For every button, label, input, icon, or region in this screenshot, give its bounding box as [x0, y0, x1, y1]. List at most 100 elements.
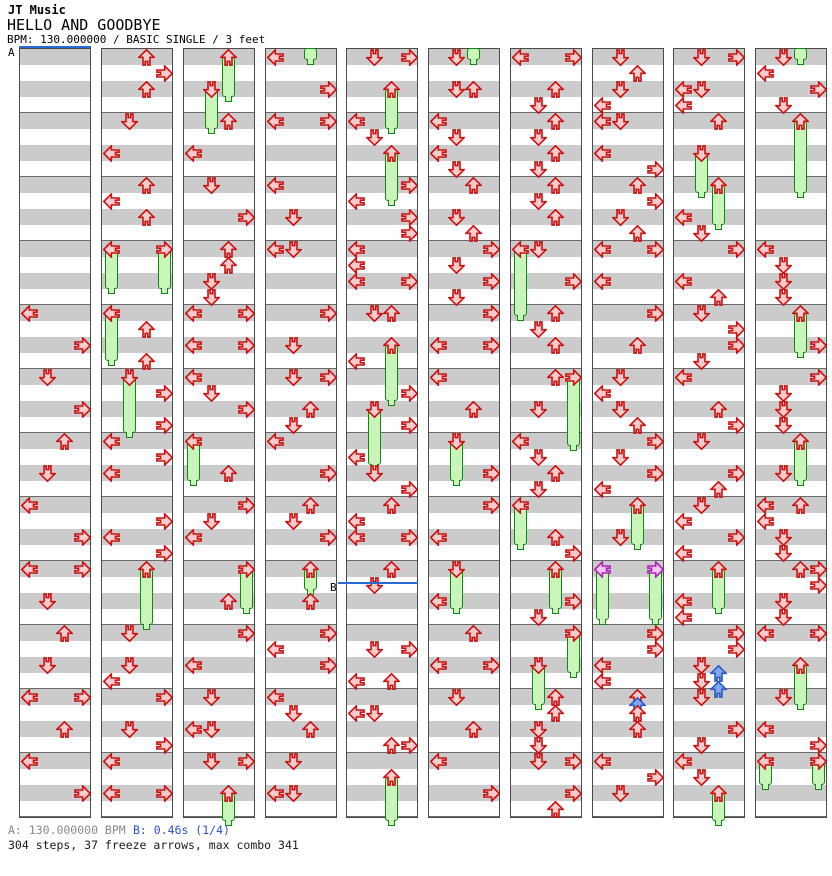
arrow-right-icon	[727, 720, 745, 738]
arrow-down-icon	[120, 112, 138, 130]
arrow-left-icon	[267, 432, 284, 450]
arrow-left-icon	[348, 192, 365, 210]
arrow-up-icon	[547, 80, 564, 98]
arrow-right-icon	[319, 656, 337, 674]
arrow-left-icon	[185, 432, 202, 450]
arrow-right-icon	[809, 560, 827, 578]
arrow-down-icon	[692, 656, 710, 674]
arrow-down-icon	[202, 688, 220, 706]
arrow-left-icon	[757, 720, 774, 738]
freeze-tail-icon	[225, 96, 232, 102]
measure-column-8	[592, 48, 664, 818]
arrow-right-icon	[564, 592, 582, 610]
freeze-tail-icon	[569, 444, 577, 451]
arrow-right-icon	[727, 624, 745, 642]
arrow-down-icon	[774, 416, 792, 434]
freeze-tail-icon	[534, 704, 542, 710]
arrow-down-icon	[284, 752, 302, 770]
marker-a-line	[19, 45, 91, 48]
arrow-down-icon	[774, 272, 792, 290]
arrow-left-icon	[512, 240, 529, 258]
arrow-down-icon	[611, 80, 629, 98]
notes-layer	[102, 48, 173, 817]
arrow-down-icon	[202, 384, 220, 402]
arrow-right-icon	[564, 368, 582, 386]
measure-box	[756, 177, 826, 241]
arrow-right-icon	[482, 464, 500, 482]
arrow-right-icon	[727, 640, 745, 658]
freeze-tail-icon	[388, 128, 395, 134]
arrow-left-icon	[430, 144, 447, 162]
arrow-up-icon	[710, 784, 727, 802]
arrow-right-icon	[319, 80, 337, 98]
arrow-down-icon	[120, 624, 138, 642]
freeze-arrow-left-icon	[594, 560, 611, 578]
arrow-down-icon	[365, 128, 383, 146]
arrow-left-icon	[757, 64, 774, 82]
arrow-left-icon	[185, 720, 202, 738]
arrow-right-icon	[482, 784, 500, 802]
arrow-left-icon	[594, 272, 611, 290]
freeze-tail-icon	[814, 784, 822, 790]
freeze-tail-icon	[797, 480, 804, 486]
arrow-right-icon	[482, 272, 500, 290]
arrow-left-icon	[103, 528, 120, 546]
arrow-down-icon	[692, 672, 710, 690]
arrow-down-icon	[202, 752, 220, 770]
arrow-left-icon	[594, 656, 611, 674]
arrow-right-icon	[155, 384, 173, 402]
arrow-right-icon	[482, 656, 500, 674]
freeze-tail-icon	[125, 432, 133, 438]
measure-box	[674, 305, 744, 369]
arrow-down-icon	[284, 416, 302, 434]
arrow-left-icon	[594, 752, 611, 770]
arrow-left-icon	[757, 496, 774, 514]
freeze-tail-icon	[388, 200, 395, 206]
freeze-tail-icon	[108, 288, 115, 294]
arrow-right-icon	[400, 384, 418, 402]
measure-column-7	[510, 48, 582, 818]
arrow-down-icon	[529, 656, 547, 674]
arrow-left-icon	[675, 544, 692, 562]
arrow-left-icon	[185, 528, 202, 546]
arrow-down-icon	[38, 592, 56, 610]
arrow-down-icon	[202, 288, 220, 306]
arrow-right-icon	[646, 768, 664, 786]
arrow-down-icon	[447, 432, 465, 450]
arrow-right-icon	[809, 752, 827, 770]
arrow-down-icon	[529, 608, 547, 626]
arrow-right-icon	[400, 736, 418, 754]
arrow-left-icon	[675, 608, 692, 626]
arrow-up-icon	[56, 624, 73, 642]
measure-box	[266, 497, 336, 561]
arrow-left-icon	[757, 512, 774, 530]
arrow-right-icon	[319, 112, 337, 130]
freeze-body	[566, 377, 580, 446]
arrow-down-icon	[38, 464, 56, 482]
arrow-left-icon	[21, 752, 38, 770]
arrow-right-icon	[155, 416, 173, 434]
arrow-right-icon	[155, 448, 173, 466]
freeze-tail-icon	[715, 820, 722, 826]
arrow-down-icon	[38, 656, 56, 674]
arrow-down-icon	[284, 368, 302, 386]
measure-box	[184, 689, 254, 753]
arrow-right-icon	[564, 48, 582, 66]
arrow-down-icon	[38, 368, 56, 386]
measure-box	[266, 305, 336, 369]
arrow-up-icon	[792, 656, 809, 674]
arrow-right-icon	[646, 304, 664, 322]
arrow-left-icon	[267, 784, 284, 802]
chart-stats: 304 steps, 37 freeze arrows, max combo 3…	[8, 838, 299, 852]
arrow-down-icon	[202, 272, 220, 290]
arrow-right-icon	[155, 240, 173, 258]
arrow-down-icon	[447, 208, 465, 226]
arrow-down-icon	[284, 208, 302, 226]
notes-layer	[593, 48, 664, 817]
arrow-right-icon	[727, 464, 745, 482]
arrow-up-icon	[547, 528, 564, 546]
freeze-tail-icon	[242, 608, 250, 614]
arrow-right-icon	[564, 544, 582, 562]
arrow-down-icon	[365, 304, 383, 322]
